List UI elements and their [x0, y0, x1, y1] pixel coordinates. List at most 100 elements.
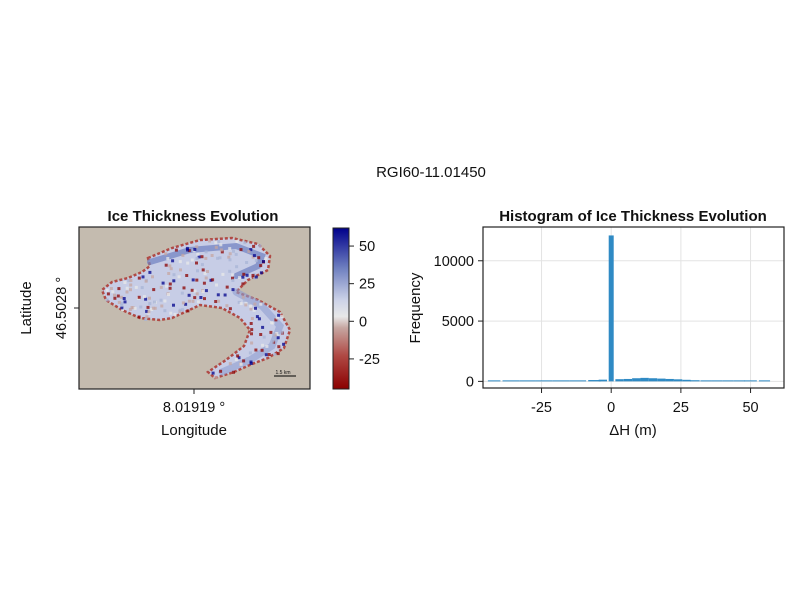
heatmap-cell: [120, 303, 124, 307]
heatmap-cell: [144, 279, 148, 283]
histogram-bar: [733, 380, 745, 382]
heatmap-cell: [220, 250, 224, 254]
heatmap-cell: [111, 290, 115, 294]
heatmap-cell: [203, 272, 207, 275]
heatmap-cell: [247, 301, 251, 305]
histogram-bar: [552, 380, 570, 382]
heatmap-cell: [204, 289, 208, 293]
histogram-bar: [689, 380, 700, 382]
heatmap-cell: [279, 325, 283, 329]
heatmap-cell: [249, 322, 253, 325]
heatmap-cell: [161, 281, 165, 285]
histogram-x-tick-label: 25: [673, 400, 689, 416]
heatmap-cell: [259, 271, 263, 275]
heatmap-cell: [177, 275, 181, 279]
histogram-grid: [483, 227, 784, 388]
heatmap-cell: [199, 296, 203, 299]
heatmap-cell: [117, 287, 121, 291]
histogram-bar: [673, 379, 683, 382]
heatmap-cell: [246, 357, 250, 361]
heatmap-cell: [245, 261, 249, 264]
heatmap-cell: [277, 313, 281, 317]
heatmap-cell: [105, 298, 109, 302]
heatmap-cell: [225, 304, 229, 308]
heatmap-cell: [217, 240, 221, 243]
histogram-bar: [640, 377, 649, 382]
heatmap-cell: [187, 299, 191, 303]
heatmap-cell: [165, 284, 169, 288]
heatmap-cell: [264, 353, 268, 357]
heatmap-cell: [209, 278, 213, 282]
heatmap-y-label: Latitude: [18, 281, 35, 334]
figure-suptitle: RGI60-11.01450: [376, 164, 486, 181]
heatmap-cell: [217, 299, 221, 303]
histogram-bar: [487, 380, 501, 382]
heatmap-cell: [196, 252, 200, 256]
histogram-bar: [615, 379, 624, 382]
heatmap-cell: [125, 290, 129, 294]
heatmap-cell: [204, 250, 208, 254]
heatmap-cell: [254, 306, 257, 310]
histogram-y-tick-label: 5000: [442, 314, 474, 330]
heatmap-cell: [250, 317, 254, 320]
heatmap-cell: [204, 256, 208, 260]
heatmap-cell: [120, 306, 124, 310]
heatmap-cell: [171, 259, 175, 263]
heatmap-cell: [201, 290, 205, 293]
heatmap-cell: [116, 294, 120, 298]
heatmap-cell: [178, 260, 182, 264]
heatmap-cell: [191, 299, 195, 303]
heatmap-cell: [257, 317, 261, 321]
histogram-bar: [744, 380, 757, 382]
heatmap-cell: [120, 301, 124, 305]
histogram-bar: [588, 380, 601, 382]
heatmap-cell: [250, 328, 254, 332]
histogram-y-label: Frequency: [407, 272, 424, 343]
heatmap-cell: [221, 272, 225, 276]
heatmap-cell: [267, 353, 271, 356]
heatmap-cell: [227, 255, 231, 259]
heatmap-cell: [152, 288, 156, 292]
heatmap-cell: [133, 306, 137, 310]
heatmap-cell: [242, 298, 246, 302]
heatmap-cell: [168, 286, 172, 290]
heatmap-cell: [168, 264, 172, 268]
histogram-bar: [502, 380, 520, 382]
heatmap-cell: [254, 275, 258, 279]
heatmap-cell: [258, 244, 262, 248]
heatmap-cell: [145, 315, 149, 319]
heatmap-cell: [193, 289, 197, 293]
histogram-x-label: ΔH (m): [609, 422, 657, 439]
heatmap-cell: [228, 269, 232, 273]
heatmap-cell: [195, 245, 199, 249]
heatmap-cell: [241, 275, 245, 279]
heatmap-cell: [113, 296, 117, 300]
heatmap-cell: [249, 248, 253, 252]
heatmap-cell: [147, 310, 151, 314]
heatmap-cell: [252, 244, 256, 248]
histogram-bar: [623, 378, 633, 382]
heatmap-cell: [119, 295, 123, 299]
histogram-bar: [657, 378, 666, 382]
heatmap-cell: [249, 307, 253, 311]
heatmap-cell: [239, 362, 243, 366]
heatmap-cell: [251, 274, 255, 277]
heatmap-cell: [184, 302, 188, 306]
heatmap-cell: [164, 252, 168, 256]
heatmap-cell: [252, 254, 256, 258]
heatmap-cell: [273, 353, 277, 356]
heatmap-cell: [214, 375, 218, 379]
heatmap-cell: [186, 309, 190, 313]
heatmap-cell: [241, 295, 245, 299]
histogram-x-tick-label: 0: [607, 400, 615, 416]
heatmap-title: Ice Thickness Evolution: [108, 208, 279, 225]
heatmap-cell: [218, 256, 222, 260]
heatmap-cell: [167, 272, 171, 275]
heatmap-cell: [231, 276, 234, 280]
histogram-bar: [711, 380, 723, 382]
heatmap-cell: [137, 315, 141, 319]
heatmap-cell: [232, 249, 235, 253]
heatmap-cell: [253, 276, 257, 280]
histogram-panel: Histogram of Ice Thickness Evolution -25…: [407, 208, 785, 439]
